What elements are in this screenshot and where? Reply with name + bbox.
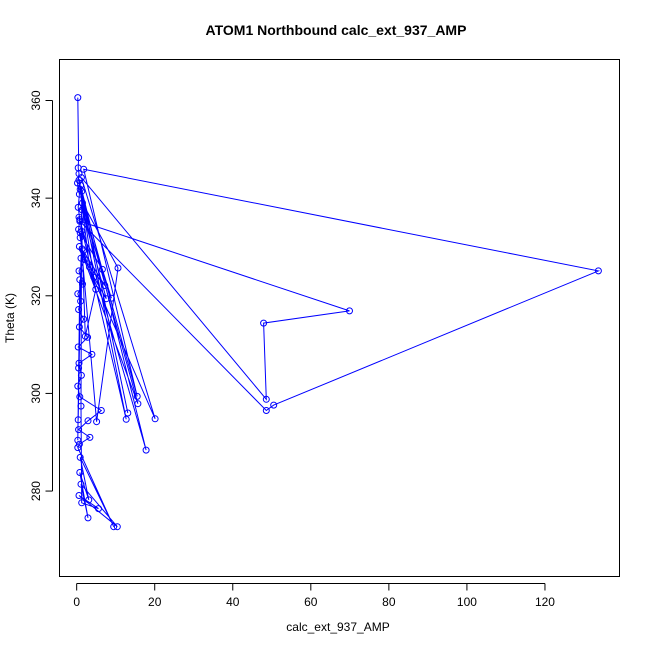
data-point bbox=[84, 514, 92, 522]
data-point bbox=[76, 234, 84, 242]
chart-title: ATOM1 Northbound calc_ext_937_AMP bbox=[206, 22, 467, 38]
data-point bbox=[76, 469, 84, 476]
data-point bbox=[76, 453, 84, 461]
data-point bbox=[74, 94, 82, 102]
data-point bbox=[122, 415, 130, 423]
y-tick-label: 300 bbox=[29, 383, 43, 403]
data-point bbox=[75, 176, 83, 184]
data-point bbox=[84, 417, 92, 425]
data-point bbox=[78, 499, 86, 507]
data-point bbox=[114, 264, 122, 272]
data-point bbox=[78, 206, 86, 214]
data-point bbox=[113, 523, 121, 531]
data-point bbox=[74, 444, 82, 452]
data-point bbox=[134, 400, 142, 408]
data-point bbox=[77, 402, 85, 410]
data-point bbox=[98, 265, 106, 273]
data-point bbox=[75, 306, 83, 313]
data-point bbox=[102, 295, 110, 303]
x-tick-label: 80 bbox=[382, 595, 396, 609]
data-point bbox=[80, 165, 88, 173]
y-tick-label: 360 bbox=[29, 90, 43, 110]
data-point bbox=[75, 440, 83, 448]
x-tick-label: 0 bbox=[73, 595, 80, 609]
data-point bbox=[262, 395, 270, 403]
data-point bbox=[346, 307, 353, 315]
data-point bbox=[260, 319, 268, 327]
data-point bbox=[86, 433, 94, 441]
x-axis: 0 20 40 60 80 100 120 bbox=[73, 583, 555, 609]
data-point bbox=[78, 227, 86, 235]
data-point bbox=[85, 496, 93, 504]
y-axis: 280 300 320 340 360 bbox=[29, 90, 53, 501]
data-point bbox=[262, 407, 270, 414]
data-point bbox=[270, 401, 278, 409]
data-point bbox=[75, 243, 83, 250]
x-tick-label: 20 bbox=[148, 595, 162, 609]
data-point bbox=[97, 407, 105, 414]
data-point bbox=[76, 276, 84, 284]
data-point bbox=[74, 436, 82, 444]
data-point bbox=[93, 418, 101, 426]
y-tick-label: 340 bbox=[29, 188, 43, 208]
data-point bbox=[86, 263, 93, 271]
data-point bbox=[88, 350, 96, 358]
data-point bbox=[75, 492, 83, 499]
data-point bbox=[81, 332, 89, 340]
data-point bbox=[90, 273, 98, 281]
data-point bbox=[74, 416, 82, 424]
x-tick-label: 120 bbox=[535, 595, 555, 609]
x-tick-label: 40 bbox=[226, 595, 240, 609]
data-point bbox=[75, 154, 83, 162]
data-point bbox=[75, 359, 83, 367]
data-point bbox=[76, 393, 84, 401]
data-point bbox=[77, 371, 85, 379]
x-tick-label: 60 bbox=[304, 595, 318, 609]
data-point bbox=[151, 415, 159, 423]
data-point bbox=[75, 267, 83, 275]
data-point bbox=[74, 290, 82, 298]
data-point bbox=[75, 364, 83, 372]
x-tick-label: 100 bbox=[457, 595, 477, 609]
data-point bbox=[101, 282, 109, 289]
data-point bbox=[76, 217, 84, 225]
data-point bbox=[79, 199, 86, 207]
x-axis-label: calc_ext_937_AMP bbox=[286, 620, 389, 634]
data-point bbox=[75, 426, 83, 434]
data-point bbox=[142, 446, 150, 454]
data-point bbox=[110, 523, 118, 531]
data-series bbox=[74, 94, 602, 531]
data-point bbox=[77, 254, 85, 262]
data-point bbox=[77, 480, 85, 488]
plot-frame bbox=[59, 59, 620, 577]
data-point bbox=[75, 213, 83, 221]
data-point bbox=[75, 323, 83, 331]
data-point bbox=[133, 392, 141, 400]
data-point bbox=[81, 256, 89, 264]
y-tick-label: 320 bbox=[29, 285, 43, 305]
y-axis-label: Theta (K) bbox=[3, 293, 17, 343]
data-point bbox=[95, 505, 102, 513]
data-point bbox=[74, 382, 82, 390]
data-point bbox=[76, 185, 84, 193]
data-point bbox=[92, 285, 100, 293]
data-point bbox=[79, 247, 87, 255]
data-point bbox=[107, 294, 115, 302]
data-point bbox=[594, 267, 602, 275]
y-tick-label: 280 bbox=[29, 481, 43, 501]
data-point bbox=[74, 343, 82, 351]
data-point bbox=[77, 297, 85, 305]
data-point bbox=[124, 409, 132, 417]
data-point bbox=[80, 315, 88, 323]
data-point bbox=[76, 229, 84, 237]
